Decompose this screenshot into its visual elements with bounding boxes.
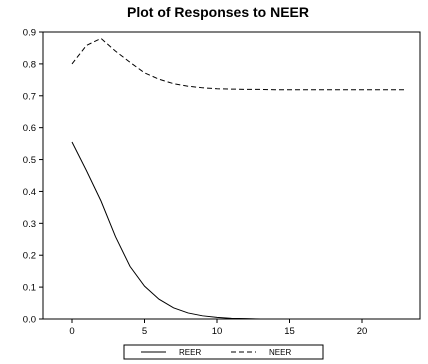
x-tick-label: 0 bbox=[69, 326, 74, 337]
y-tick-label: 0.9 bbox=[23, 28, 36, 39]
y-tick-label: 0.1 bbox=[23, 283, 36, 294]
x-tick-label: 10 bbox=[212, 326, 223, 337]
legend: REER NEER bbox=[123, 344, 324, 360]
legend-label-reer: REER bbox=[179, 348, 201, 357]
y-tick-label: 0.2 bbox=[23, 251, 36, 262]
series-line-reer bbox=[71, 141, 406, 320]
x-tick-label: 20 bbox=[357, 326, 368, 337]
y-tick-label: 0.3 bbox=[23, 219, 36, 230]
x-tick-label: 15 bbox=[284, 326, 295, 337]
series-line-neer bbox=[71, 37, 406, 91]
y-tick-label: 0.6 bbox=[23, 123, 36, 134]
legend-label-neer: NEER bbox=[269, 348, 291, 357]
y-tick-label: 0.4 bbox=[23, 187, 36, 198]
y-tick-label: 0.0 bbox=[23, 315, 36, 326]
y-tick-label: 0.5 bbox=[23, 155, 36, 166]
y-tick-label: 0.7 bbox=[23, 91, 36, 102]
chart-title: Plot of Responses to NEER bbox=[127, 4, 309, 20]
legend-box bbox=[123, 344, 324, 360]
x-tick-label: 5 bbox=[142, 326, 147, 337]
plot-frame bbox=[42, 31, 421, 320]
y-tick-label: 0.8 bbox=[23, 59, 36, 70]
axes: 0.0 0.1 0.2 0.3 0.4 0.5 0.6 0.7 0.8 0.9 0 5 10 15 20 bbox=[23, 28, 368, 338]
series-group bbox=[71, 37, 406, 320]
